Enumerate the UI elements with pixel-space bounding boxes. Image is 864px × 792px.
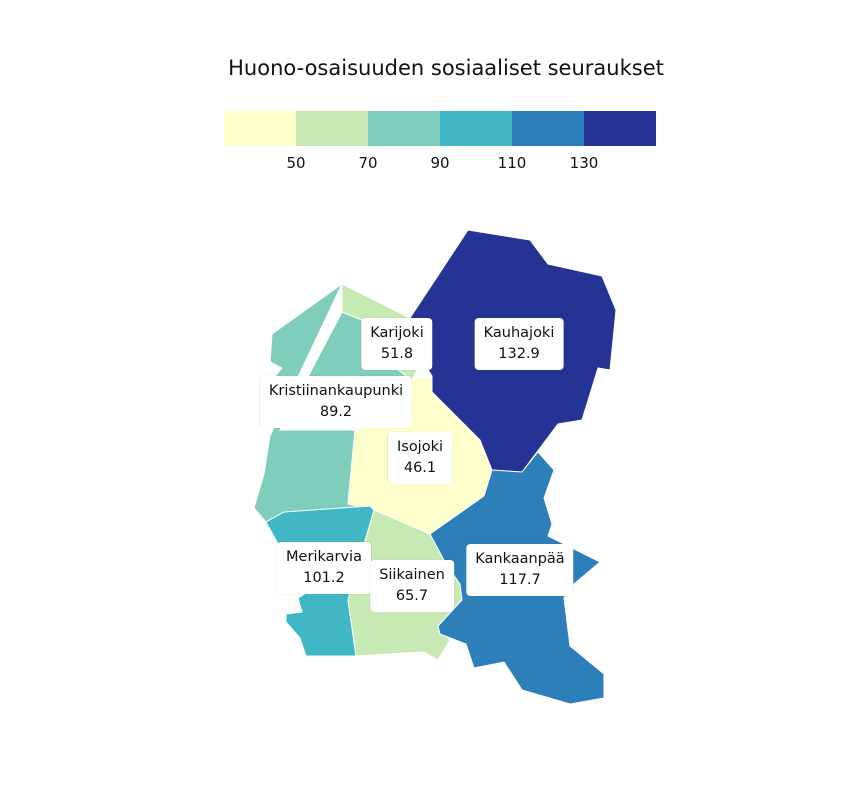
label-value: 101.2	[303, 570, 345, 586]
legend-swatch-5	[512, 111, 584, 146]
label-value: 65.7	[395, 588, 429, 604]
label-kankaanpaa: Kankaanpää 117.7	[466, 544, 574, 596]
label-name: Kauhajoki	[483, 325, 555, 341]
legend-tick-130: 130	[569, 154, 599, 172]
label-value: 51.8	[380, 346, 414, 362]
legend-swatch-1	[224, 111, 296, 146]
legend-swatch-6	[584, 111, 656, 146]
color-legend: 50 70 90 110 130	[224, 111, 656, 181]
legend-swatch-4	[440, 111, 512, 146]
label-name: Karijoki	[370, 325, 424, 341]
label-merikarvia: Merikarvia 101.2	[277, 542, 371, 594]
label-name: Kristiinankaupunki	[268, 383, 404, 399]
label-kauhajoki: Kauhajoki 132.9	[474, 318, 564, 370]
label-isojoki: Isojoki 46.1	[387, 432, 453, 484]
map-title: Huono-osaisuuden sosiaaliset seuraukset	[228, 56, 664, 80]
label-name: Isojoki	[396, 439, 444, 455]
label-value: 132.9	[498, 346, 540, 362]
label-siikainen: Siikainen 65.7	[370, 560, 454, 612]
label-value: 117.7	[499, 572, 541, 588]
label-karijoki: Karijoki 51.8	[361, 318, 433, 370]
label-value: 46.1	[403, 460, 437, 476]
legend-tick-50: 50	[286, 154, 306, 172]
label-name: Siikainen	[379, 567, 445, 583]
label-value: 89.2	[319, 404, 353, 420]
legend-tick-70: 70	[358, 154, 378, 172]
label-kristiinankaupunki: Kristiinankaupunki 89.2	[259, 376, 413, 428]
legend-swatch-3	[368, 111, 440, 146]
legend-tick-90: 90	[430, 154, 450, 172]
legend-tick-110: 110	[497, 154, 527, 172]
legend-swatch-2	[296, 111, 368, 146]
label-name: Merikarvia	[286, 549, 362, 565]
label-name: Kankaanpää	[475, 551, 565, 567]
